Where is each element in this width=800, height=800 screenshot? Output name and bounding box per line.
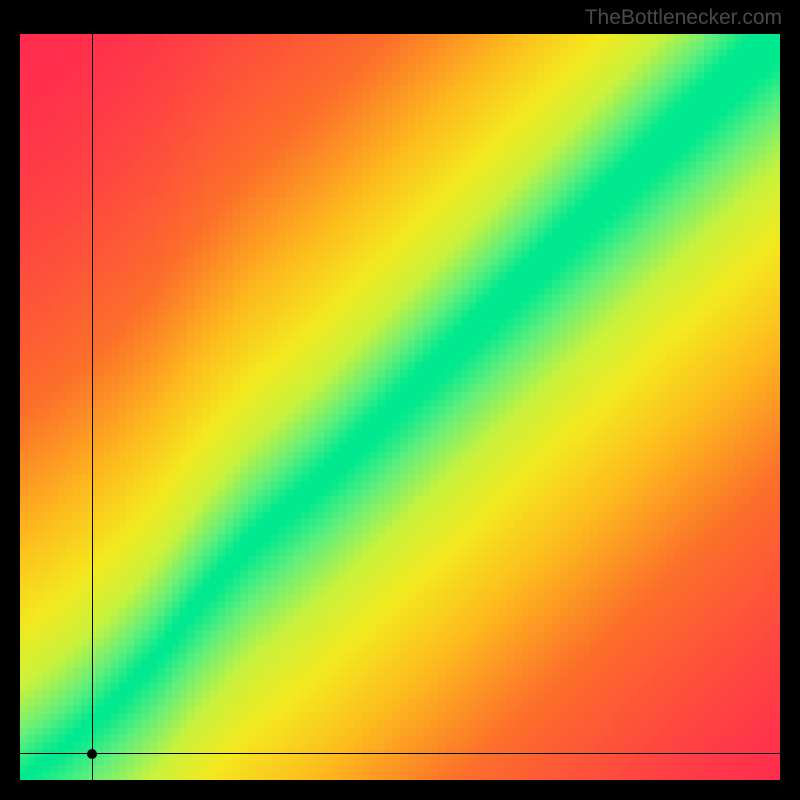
watermark-text: TheBottlenecker.com — [585, 6, 782, 30]
crosshair-horizontal — [20, 753, 780, 754]
bottleneck-heatmap — [20, 34, 780, 780]
crosshair-vertical — [92, 34, 93, 780]
selection-marker — [87, 749, 97, 759]
